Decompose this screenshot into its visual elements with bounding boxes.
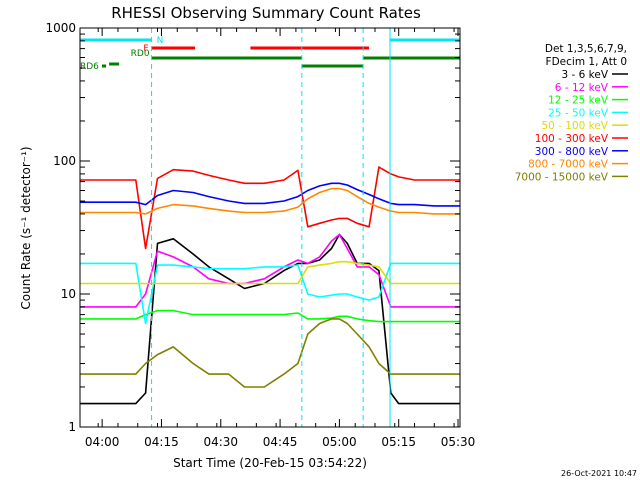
x-tick-label-04-15: 04:15 xyxy=(144,435,179,449)
series-line-800-7000-kev xyxy=(80,187,460,215)
flag-label-rd0: RD0 xyxy=(131,49,150,59)
legend-label-50-100-kev: 50 - 100 keV xyxy=(541,120,608,132)
plot-frame xyxy=(79,27,461,428)
series-line-6-12-kev xyxy=(80,233,460,308)
saa-boundaries xyxy=(79,28,461,427)
series-line-3-6-kev xyxy=(80,233,460,405)
legend-label-12-25-kev: 12 - 25 keV xyxy=(548,95,609,107)
series-line-300-800-kev xyxy=(80,182,460,207)
legend-label-25-50-kev: 25 - 50 keV xyxy=(548,107,609,119)
y-tick-label-1000: 1000 xyxy=(45,21,76,35)
legend-label-6-12-kev: 6 - 12 keV xyxy=(555,82,609,94)
timestamp: 26-Oct-2021 10:47 xyxy=(561,469,637,478)
x-tick-label-05-30: 05:30 xyxy=(441,435,476,449)
series-line-100-300-kev xyxy=(80,166,460,250)
x-tick-label-04-30: 04:30 xyxy=(203,435,238,449)
legend-label-300-800-kev: 300 - 800 keV xyxy=(535,146,609,158)
flag-label-rd6: RD6 xyxy=(80,62,99,72)
y-tick-label-1: 1 xyxy=(68,420,76,434)
x-tick-label-05-00: 05:00 xyxy=(322,435,357,449)
series-layer xyxy=(80,166,460,405)
series-line-50-100-kev xyxy=(80,260,460,285)
legend-label-7000-15000-kev: 7000 - 15000 keV xyxy=(515,171,609,183)
series-line-7000-15000-kev xyxy=(80,318,460,388)
legend-label-3-6-kev: 3 - 6 keV xyxy=(561,69,608,81)
x-axis: 04:00 04:15 04:30 04:45 05:00 05:15 05:30 xyxy=(85,28,475,449)
y-tick-label-10: 10 xyxy=(61,287,76,301)
series-line-25-50-kev xyxy=(80,262,460,325)
flag-label-n: N xyxy=(157,36,164,46)
legend-label-100-300-kev: 100 - 300 keV xyxy=(535,133,609,145)
x-tick-label-05-15: 05:15 xyxy=(381,435,416,449)
y-tick-label-100: 100 xyxy=(53,154,76,168)
legend-header-line-1: Det 1,3,5,6,7,9, xyxy=(545,43,627,55)
legend-header-line-2: FDecim 1, Att 0 xyxy=(546,56,627,68)
x-axis-label: Start Time (20-Feb-15 03:54:22) xyxy=(173,456,367,470)
x-tick-label-04-45: 04:45 xyxy=(263,435,298,449)
y-axis: 1 10 100 1000 xyxy=(45,21,460,434)
legend: Det 1,3,5,6,7,9, FDecim 1, Att 0 3 - 6 k… xyxy=(515,43,628,183)
y-axis-label: Count Rate (s⁻¹ detector⁻¹) xyxy=(19,146,33,309)
series-line-12-25-kev xyxy=(80,309,460,323)
legend-label-800-7000-kev: 800 - 7000 keV xyxy=(528,159,609,171)
chart-title: RHESSI Observing Summary Count Rates xyxy=(111,4,421,22)
flag-label-f: F xyxy=(143,44,148,54)
x-tick-label-04-00: 04:00 xyxy=(85,435,120,449)
